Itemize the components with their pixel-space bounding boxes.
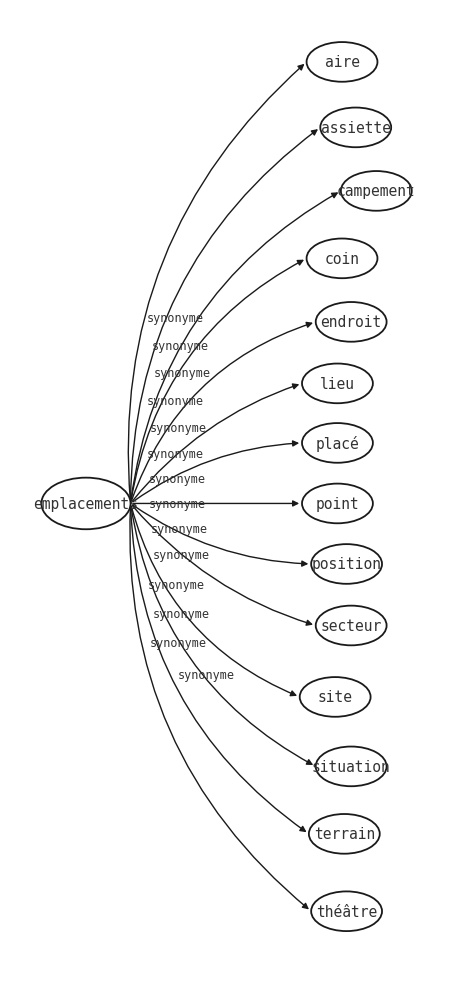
Text: synonyme: synonyme — [146, 447, 203, 460]
Text: synonyme: synonyme — [150, 523, 207, 536]
Text: synonyme: synonyme — [153, 367, 210, 380]
Text: synonyme: synonyme — [146, 395, 203, 408]
Text: site: site — [317, 690, 352, 705]
Ellipse shape — [308, 814, 379, 854]
Text: synonyme: synonyme — [149, 636, 206, 649]
Ellipse shape — [310, 892, 381, 931]
Text: placé: placé — [315, 435, 358, 451]
Text: coin: coin — [324, 251, 359, 266]
Text: synonyme: synonyme — [149, 497, 206, 511]
Ellipse shape — [315, 746, 386, 786]
Ellipse shape — [306, 240, 377, 279]
Text: endroit: endroit — [320, 315, 381, 330]
Ellipse shape — [306, 43, 377, 83]
Ellipse shape — [302, 423, 372, 463]
Ellipse shape — [299, 677, 370, 717]
Ellipse shape — [310, 545, 381, 584]
Ellipse shape — [302, 484, 372, 524]
Ellipse shape — [41, 478, 130, 530]
Text: synonyme: synonyme — [150, 421, 207, 434]
Text: position: position — [311, 557, 381, 572]
Text: terrain: terrain — [313, 827, 374, 842]
Text: synonyme: synonyme — [146, 312, 203, 325]
Text: assiette: assiette — [320, 121, 390, 136]
Ellipse shape — [315, 606, 386, 646]
Text: synonyme: synonyme — [148, 579, 205, 591]
Text: aire: aire — [324, 56, 359, 71]
Text: théâtre: théâtre — [315, 904, 376, 918]
Text: secteur: secteur — [320, 618, 381, 633]
Text: synonyme: synonyme — [149, 472, 206, 485]
Text: emplacements: emplacements — [34, 496, 138, 512]
Ellipse shape — [315, 303, 386, 342]
Text: synonyme: synonyme — [151, 340, 208, 353]
Text: situation: situation — [311, 759, 390, 774]
Text: synonyme: synonyme — [152, 549, 209, 562]
Ellipse shape — [319, 108, 390, 148]
Text: synonyme: synonyme — [178, 669, 235, 682]
Ellipse shape — [340, 172, 411, 212]
Text: campement: campement — [336, 184, 415, 199]
Text: point: point — [315, 496, 358, 512]
Text: lieu: lieu — [319, 377, 354, 392]
Text: synonyme: synonyme — [152, 607, 209, 621]
Ellipse shape — [302, 364, 372, 404]
